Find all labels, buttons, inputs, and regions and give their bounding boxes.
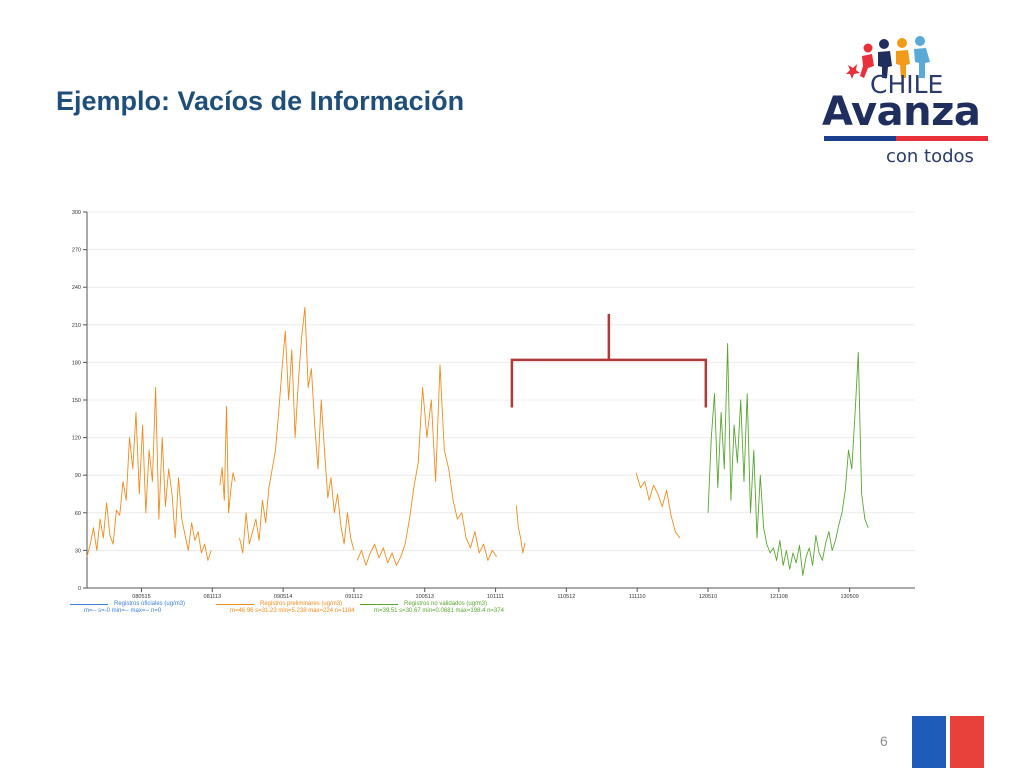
chile-flag-corner — [912, 716, 984, 768]
x-tick-label: 121108 — [770, 594, 788, 600]
logo-word-avanza: Avanza — [822, 89, 981, 135]
time-series-chart: 0 30 60 90 120 150 180 210 240 270 300 080515 081113… — [62, 200, 932, 620]
star-icon — [846, 64, 860, 79]
x-tick-label: 130509 — [840, 594, 858, 600]
legend-swatch-preliminares — [216, 604, 254, 605]
x-tick-label: 081113 — [204, 594, 222, 600]
series-line-1 — [219, 405, 236, 514]
x-tick-label: 120510 — [699, 594, 717, 600]
legend-label-no-validados: Registros no validados (ug/m3) — [404, 601, 488, 607]
y-tick-label: 300 — [72, 210, 81, 216]
y-tick-label: 0 — [78, 586, 81, 592]
y-tick-label: 270 — [72, 248, 81, 254]
series-line-1 — [356, 364, 497, 566]
flag-stripe-red — [950, 716, 984, 768]
page-number: 6 — [880, 733, 888, 749]
series-line-1 — [86, 387, 212, 561]
child-figure-light-blue — [914, 36, 930, 78]
y-tick-label: 150 — [72, 398, 81, 404]
x-tick-label: 091112 — [345, 594, 363, 600]
series-line-1 — [635, 472, 681, 539]
y-tick-label: 210 — [72, 323, 81, 329]
flag-stripe-blue — [912, 716, 946, 768]
legend-label-oficiales: Registros oficiales (ug/m3) — [114, 601, 186, 607]
y-tick-label: 30 — [75, 548, 81, 554]
legend-stats-preliminares: m=46.96 s=31.23 min=5.238 max=224 n=1184 — [230, 608, 355, 614]
x-tick-label: 080515 — [132, 594, 150, 600]
x-tick-label: 100513 — [416, 594, 434, 600]
y-tick-label: 60 — [75, 511, 81, 517]
legend-stats-no-validados: m=39.51 s=30.67 min=0.0681 max=198.4 n=3… — [374, 608, 504, 614]
logo-flag-bar-red — [896, 136, 988, 141]
logo-flag-bar — [824, 136, 988, 141]
legend-swatch-oficiales — [70, 604, 108, 605]
child-figure-orange — [896, 38, 910, 78]
chile-avanza-logo: CHILE Avanza con todos — [820, 34, 992, 174]
series-line-2 — [707, 343, 869, 576]
y-tick-label: 180 — [72, 360, 81, 366]
x-tick-label: 110512 — [557, 594, 575, 600]
x-tick-label: 111110 — [629, 594, 646, 600]
y-tick-label: 120 — [72, 436, 81, 442]
children-figures-icon — [846, 36, 930, 79]
legend-swatch-no-validados — [360, 604, 398, 605]
logo-word-chile: CHILE — [870, 70, 944, 99]
flag-stripe-white — [946, 716, 950, 768]
child-figure-red — [860, 43, 874, 78]
logo-tagline: con todos — [886, 146, 974, 167]
chart-legend: Registros oficiales (ug/m3) m=-- s=-0 mi… — [70, 601, 930, 621]
child-figure-navy — [878, 39, 892, 78]
slide-title: Ejemplo: Vacíos de Información — [56, 86, 465, 116]
data-gap-bracket — [510, 313, 708, 408]
chart-plot-area: 0 30 60 90 120 150 180 210 240 270 300 080515 081113… — [72, 210, 915, 600]
legend-stats-oficiales: m=-- s=-0 min=-- max=-- n=0 — [84, 608, 162, 614]
logo-flag-bar-blue — [824, 136, 896, 141]
series-line-1 — [515, 505, 526, 554]
x-tick-label: 090514 — [274, 594, 292, 600]
y-tick-label: 240 — [72, 285, 81, 291]
legend-label-preliminares: Registros preliminares (ug/m3) — [260, 601, 343, 607]
x-tick-label: 101111 — [487, 594, 504, 600]
series-line-1 — [239, 306, 355, 554]
y-tick-label: 90 — [75, 473, 81, 479]
